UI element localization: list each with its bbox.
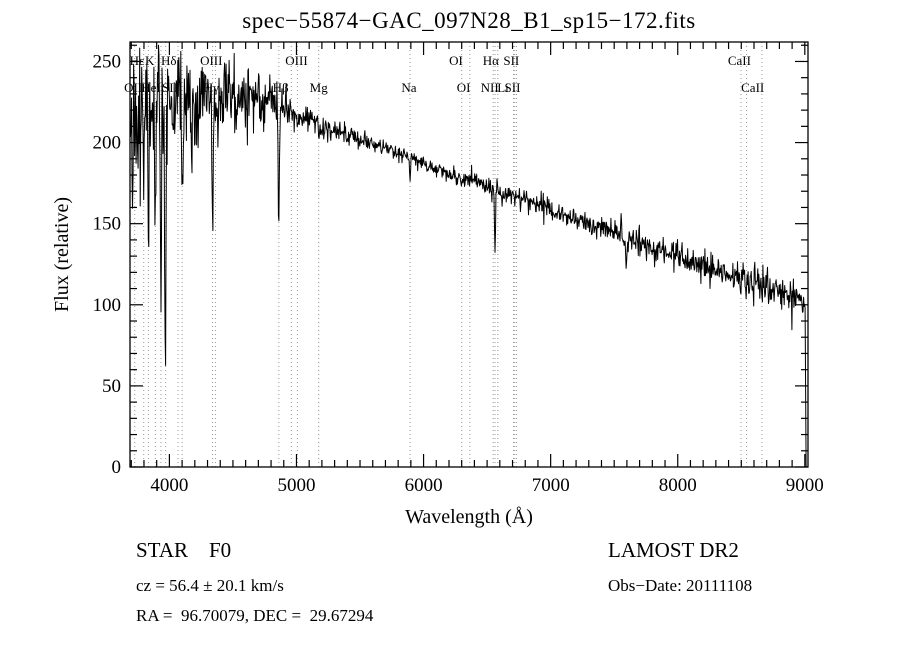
y-tick-label: 100 bbox=[93, 295, 122, 316]
y-tick-label: 150 bbox=[93, 214, 122, 235]
axis-ticks-group bbox=[130, 42, 808, 468]
plot-title: spec−55874−GAC_097N28_B1_sp15−172.fits bbox=[242, 8, 696, 33]
x-axis-title: Wavelength (Å) bbox=[405, 506, 533, 528]
y-tick-label: 200 bbox=[93, 133, 122, 154]
spectrum-group bbox=[130, 44, 807, 468]
spectral-line-label: Hδ bbox=[161, 53, 177, 68]
spectral-line-label: Li bbox=[497, 80, 509, 95]
spectral-line-label: CaII bbox=[741, 80, 764, 95]
spectrum-line bbox=[130, 44, 807, 468]
obs-date: Obs−Date: 20111108 bbox=[608, 576, 753, 595]
cz-value: cz = 56.4 ± 20.1 km/s bbox=[136, 576, 284, 595]
spectral-line-label: OIII bbox=[200, 53, 222, 68]
spectral-line-label: Hε bbox=[130, 53, 145, 68]
y-tick-label: 50 bbox=[102, 376, 121, 397]
x-tick-label: 9000 bbox=[786, 475, 824, 496]
x-tick-label: 6000 bbox=[405, 475, 443, 496]
plot-frame bbox=[129, 41, 809, 468]
y-tick-label: 0 bbox=[112, 457, 122, 478]
x-tick-label: 8000 bbox=[659, 475, 697, 496]
spectral-line-label: CaII bbox=[728, 53, 751, 68]
spectral-line-label: K bbox=[145, 53, 155, 68]
spectral-line-label: OI bbox=[449, 53, 463, 68]
y-tick-label: 250 bbox=[93, 52, 122, 73]
ra-dec-coords: RA = 96.70079, DEC = 29.67294 bbox=[136, 606, 374, 625]
spectral-line-label: NII bbox=[481, 80, 499, 95]
axis-titles-group: Wavelength (Å) Flux (relative) bbox=[51, 197, 533, 528]
spectral-line-label: OIII bbox=[285, 53, 307, 68]
x-tick-label: 5000 bbox=[278, 475, 316, 496]
spectral-line-label: Mg bbox=[310, 80, 329, 95]
spectral-line-label: OI bbox=[457, 80, 471, 95]
tick-labels-group: 4000 5000 6000 7000 8000 9000 0 50 100 150 200 250 bbox=[93, 52, 824, 497]
y-axis-title: Flux (relative) bbox=[51, 197, 73, 312]
x-tick-label: 7000 bbox=[532, 475, 570, 496]
object-class-label: STAR F0 bbox=[136, 538, 232, 562]
x-tick-label: 4000 bbox=[150, 475, 188, 496]
spectral-line-label: SII bbox=[503, 53, 519, 68]
survey-label: LAMOST DR2 bbox=[608, 538, 739, 562]
spectral-line-label: Hα bbox=[483, 53, 499, 68]
spectral-line-label: Na bbox=[401, 80, 416, 95]
spectral-line-label: SII bbox=[505, 80, 521, 95]
